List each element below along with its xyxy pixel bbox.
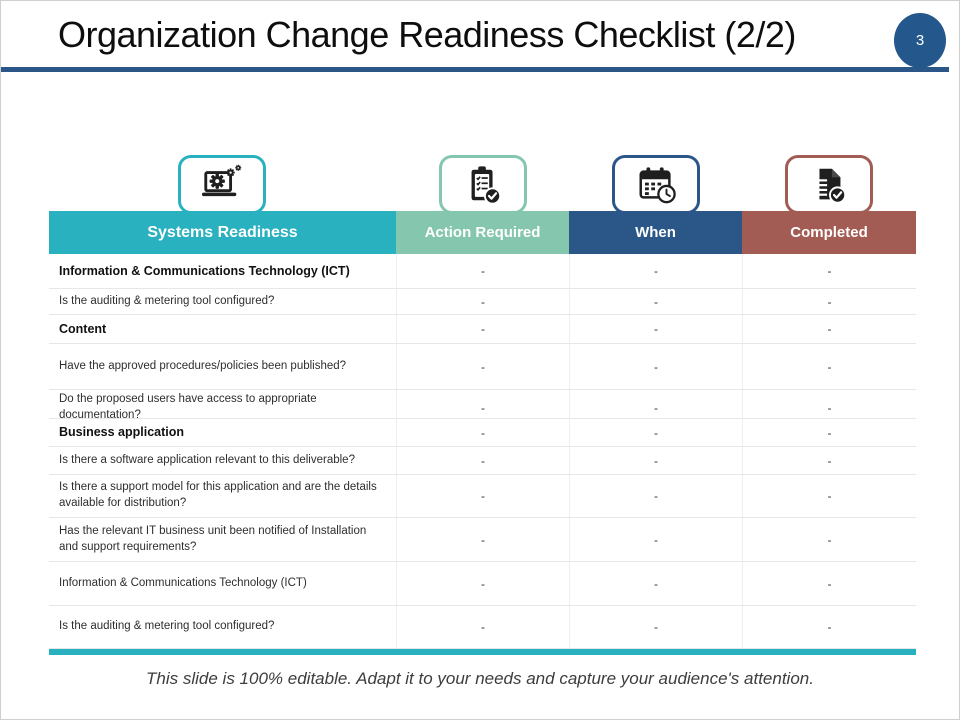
when-cell: - <box>569 475 742 517</box>
action-required-cell: - <box>396 315 569 343</box>
page-title: Organization Change Readiness Checklist … <box>58 14 796 55</box>
completed-cell: - <box>742 315 916 343</box>
completed-cell: - <box>742 390 916 426</box>
completed-cell: - <box>742 562 916 605</box>
when-cell: - <box>569 606 742 648</box>
completed-cell: - <box>742 289 916 314</box>
column-header-action-required: Action Required <box>396 211 569 254</box>
table-row: Is the auditing & metering tool configur… <box>49 289 916 315</box>
checklist-table: Systems Readiness Action Required When C… <box>49 211 916 655</box>
footer-note: This slide is 100% editable. Adapt it to… <box>146 669 814 688</box>
table-row: Do the proposed users have access to app… <box>49 390 916 426</box>
completed-cell: - <box>742 344 916 389</box>
action-required-cell: - <box>396 289 569 314</box>
row-label: Content <box>59 321 107 336</box>
table-row: Is there a support model for this applic… <box>49 475 916 518</box>
document-check-icon <box>816 168 847 204</box>
when-cell: - <box>569 562 742 605</box>
completed-cell: - <box>742 419 916 446</box>
action-required-cell: - <box>396 475 569 517</box>
when-cell: - <box>569 344 742 389</box>
table-row: Business application - - - <box>49 419 916 447</box>
row-label: Information & Communications Technology … <box>59 576 307 589</box>
title-underline <box>1 67 949 72</box>
action-required-cell: - <box>396 447 569 474</box>
when-cell: - <box>569 518 742 561</box>
table-row: Is the auditing & metering tool configur… <box>49 606 916 649</box>
table-row: Has the relevant IT business unit been n… <box>49 518 916 562</box>
completed-cell: - <box>742 518 916 561</box>
laptop-gears-icon <box>201 164 242 196</box>
table-row: Information & Communications Technology … <box>49 254 916 289</box>
when-cell: - <box>569 254 742 288</box>
table-row: Have the approved procedures/policies be… <box>49 344 916 390</box>
row-label: Is the auditing & metering tool configur… <box>59 620 275 633</box>
row-label: Do the proposed users have access to app… <box>59 393 317 421</box>
completed-icon-box <box>785 155 873 214</box>
completed-cell: - <box>742 475 916 517</box>
action-required-cell: - <box>396 254 569 288</box>
row-label: Is there a support model for this applic… <box>59 481 377 509</box>
column-header-systems-readiness: Systems Readiness <box>49 211 396 254</box>
column-header-completed: Completed <box>742 211 916 254</box>
completed-cell: - <box>742 447 916 474</box>
completed-cell: - <box>742 254 916 288</box>
action-required-icon-box <box>439 155 527 214</box>
row-label: Has the relevant IT business unit been n… <box>59 524 367 553</box>
action-required-cell: - <box>396 562 569 605</box>
when-cell: - <box>569 315 742 343</box>
column-header-when: When <box>569 211 742 254</box>
action-required-cell: - <box>396 344 569 389</box>
row-label: Is there a software application relevant… <box>59 453 355 466</box>
table-bottom-bar <box>49 649 916 655</box>
action-required-cell: - <box>396 419 569 446</box>
table-row: Content - - - <box>49 315 916 344</box>
completed-cell: - <box>742 606 916 648</box>
when-cell: - <box>569 447 742 474</box>
table-body: Information & Communications Technology … <box>49 254 916 649</box>
table-row: Information & Communications Technology … <box>49 562 916 606</box>
when-cell: - <box>569 289 742 314</box>
action-required-cell: - <box>396 606 569 648</box>
when-cell: - <box>569 419 742 446</box>
row-label: Business application <box>59 425 185 440</box>
calendar-clock-icon <box>639 166 676 203</box>
row-label: Information & Communications Technology … <box>59 263 350 278</box>
action-required-cell: - <box>396 390 569 426</box>
row-label: Is the auditing & metering tool configur… <box>59 294 275 307</box>
table-header-row: Systems Readiness Action Required When C… <box>49 211 916 254</box>
when-cell: - <box>569 390 742 426</box>
action-required-cell: - <box>396 518 569 561</box>
when-icon-box <box>612 155 700 214</box>
slide-number-badge: 3 <box>894 13 946 68</box>
systems-readiness-icon-box <box>178 155 266 214</box>
clipboard-check-icon <box>471 165 502 205</box>
table-row: Is there a software application relevant… <box>49 447 916 475</box>
row-label: Have the approved procedures/policies be… <box>59 359 347 372</box>
